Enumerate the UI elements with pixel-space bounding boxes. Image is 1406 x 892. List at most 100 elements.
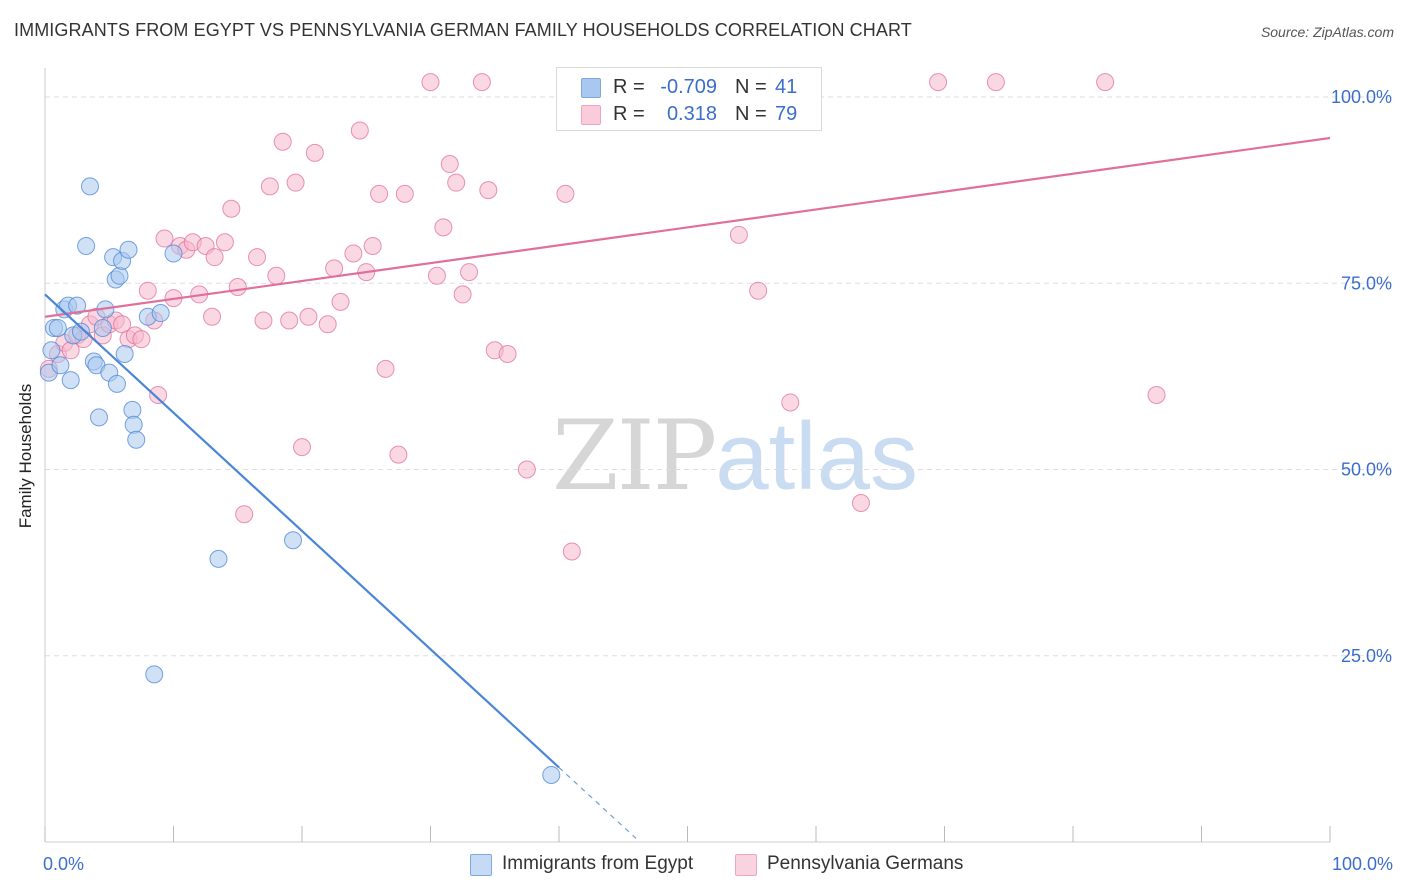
series-legend-label: Immigrants from Egypt xyxy=(502,853,694,874)
egypt-point xyxy=(48,318,67,337)
egypt-trendline-extension xyxy=(558,767,637,839)
pa-german-point xyxy=(222,199,241,218)
pa-german-point xyxy=(132,330,151,349)
pa-german-point xyxy=(235,505,254,524)
egypt-point xyxy=(145,665,164,684)
series-legend: Immigrants from Egypt Pennsylvania Germa… xyxy=(0,850,1406,880)
pa-german-point xyxy=(986,73,1005,92)
x-tick-label: 0.0% xyxy=(43,854,84,874)
chart-source: Source: ZipAtlas.com xyxy=(1260,24,1394,40)
pa-german-point xyxy=(363,237,382,255)
pa-german-point xyxy=(781,393,800,412)
legend-row-egypt: R = -0.709 N = 41 xyxy=(557,74,821,100)
pa-german-point xyxy=(267,266,286,285)
pa-german-point xyxy=(293,438,311,457)
egypt-point xyxy=(164,244,183,263)
legend-r-value: 0.318 xyxy=(666,103,717,125)
pa-german-point xyxy=(113,315,132,334)
pa-german-trendline xyxy=(44,136,1331,318)
egypt-point xyxy=(61,371,80,390)
pa-german-point xyxy=(215,233,234,252)
series-legend-label: Pennsylvania Germans xyxy=(767,853,964,874)
legend-swatch-pa-germans xyxy=(581,105,601,125)
x-tick-label: 100.0% xyxy=(1332,854,1393,874)
legend-n-label: N = xyxy=(735,103,767,125)
pa-german-point xyxy=(344,244,363,263)
legend-n-value: 79 xyxy=(775,103,798,125)
pa-german-point xyxy=(395,184,414,203)
pa-german-point xyxy=(273,132,292,151)
y-tick-label: 75.0% xyxy=(1341,273,1392,293)
pa-german-point xyxy=(280,311,299,330)
legend-swatch-egypt xyxy=(581,78,601,98)
y-tick-label: 100.0% xyxy=(1331,87,1392,107)
watermark-atlas: atlas xyxy=(715,403,918,510)
pa-german-point xyxy=(331,292,350,311)
correlation-legend: R = -0.709 N = 41 R = 0.318 N = 79 xyxy=(556,67,822,131)
egypt-point xyxy=(127,430,146,449)
egypt-point xyxy=(284,531,303,550)
legend-row-pa-germans: R = 0.318 N = 79 xyxy=(557,101,821,127)
pa-german-point xyxy=(138,281,157,300)
pa-german-point xyxy=(205,248,224,267)
legend-r-value: -0.709 xyxy=(660,76,717,98)
pa-german-point xyxy=(427,266,446,285)
y-tick-label: 25.0% xyxy=(1341,646,1392,666)
pa-german-point xyxy=(155,229,174,248)
pa-german-point xyxy=(460,263,479,282)
egypt-point xyxy=(115,345,134,364)
pa-german-point xyxy=(350,121,369,140)
egypt-trendline xyxy=(44,293,560,769)
egypt-point xyxy=(89,408,108,427)
pa-german-point xyxy=(389,445,408,464)
pa-german-point xyxy=(498,345,517,364)
egypt-point xyxy=(151,304,170,323)
watermark: ZIPatlas xyxy=(552,400,918,512)
pa-german-point xyxy=(305,143,324,162)
pa-german-point xyxy=(440,155,459,174)
pa-german-point xyxy=(453,285,472,304)
pa-german-point xyxy=(556,184,575,203)
legend-r-label: R = xyxy=(613,76,645,98)
pa-german-point xyxy=(248,248,267,267)
series-swatch-pa-germans xyxy=(735,854,757,876)
pa-german-point xyxy=(517,460,536,479)
pa-german-point xyxy=(299,307,318,326)
egypt-point xyxy=(209,549,228,568)
pa-german-point xyxy=(472,73,491,92)
pa-german-point xyxy=(286,173,305,192)
pa-german-point xyxy=(318,315,337,334)
chart-title: IMMIGRANTS FROM EGYPT VS PENNSYLVANIA GE… xyxy=(14,20,912,40)
pa-german-point xyxy=(729,225,748,244)
egypt-point xyxy=(123,400,142,419)
pa-german-point xyxy=(749,281,768,300)
pa-german-point xyxy=(228,277,247,296)
egypt-point xyxy=(42,341,61,360)
pa-german-point xyxy=(149,386,168,404)
pa-german-point xyxy=(254,311,273,330)
egypt-point xyxy=(80,177,99,196)
egypt-point xyxy=(77,237,96,255)
egypt-point xyxy=(124,415,143,434)
egypt-point xyxy=(119,240,138,259)
pa-german-point xyxy=(260,177,279,196)
pa-german-point xyxy=(421,73,440,92)
pa-german-point xyxy=(1096,73,1115,92)
pa-german-point xyxy=(203,307,222,326)
legend-r-label: R = xyxy=(613,103,645,125)
pa-german-point xyxy=(370,184,389,203)
egypt-point xyxy=(68,296,87,315)
egypt-point xyxy=(107,374,126,393)
egypt-point xyxy=(51,356,70,375)
pa-german-point xyxy=(1147,386,1166,404)
legend-n-value: 41 xyxy=(775,76,798,98)
legend-n-label: N = xyxy=(735,76,767,98)
watermark-zip: ZIP xyxy=(552,400,717,512)
y-tick-label: 50.0% xyxy=(1341,460,1392,480)
pa-german-point xyxy=(929,73,948,92)
pa-german-point xyxy=(479,181,498,200)
pa-german-point xyxy=(447,173,466,192)
series-swatch-egypt xyxy=(470,854,492,876)
egypt-point xyxy=(542,765,561,784)
pa-german-point xyxy=(376,359,395,378)
